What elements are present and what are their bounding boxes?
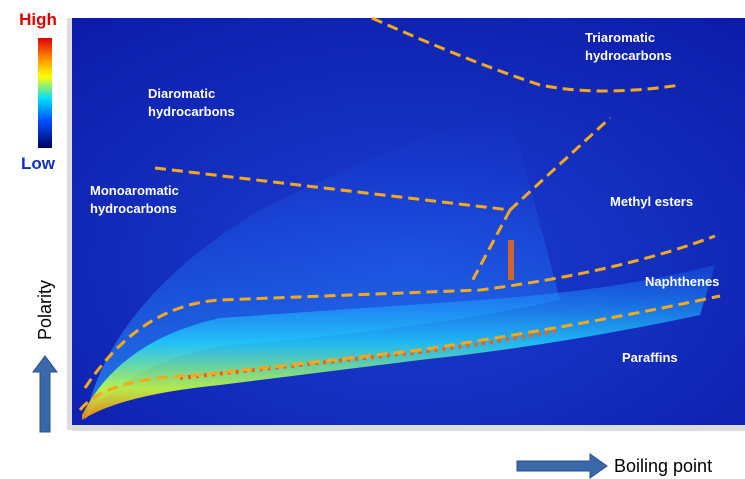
x-arrow — [516, 453, 608, 479]
y-axis-label: Polarity — [35, 280, 55, 340]
region-label: Monoaromatic — [90, 183, 179, 198]
colorbar — [38, 38, 52, 148]
region-label: Naphthenes — [645, 274, 719, 289]
signal-peak — [508, 240, 514, 280]
boundary-line — [468, 209, 512, 286]
x-axis-label: Boiling point — [614, 456, 712, 476]
y-axis-strip — [67, 18, 72, 430]
colorbar-high: High — [19, 10, 57, 29]
boundary-line — [83, 234, 716, 389]
x-axis-strip — [72, 425, 745, 431]
signal-band — [82, 265, 715, 420]
region-label: hydrocarbons — [90, 201, 177, 216]
region-label: Methyl esters — [610, 194, 693, 209]
region-label: Paraffins — [622, 350, 678, 365]
region-label: hydrocarbons — [585, 48, 672, 63]
y-arrow — [32, 355, 58, 433]
region-label: Triaromatic — [585, 30, 655, 45]
region-label: Diaromatic — [148, 86, 215, 101]
boundary-line — [371, 16, 681, 93]
boundary-line — [78, 294, 721, 411]
colorbar-low: Low — [21, 154, 56, 173]
region-label: hydrocarbons — [148, 104, 235, 119]
